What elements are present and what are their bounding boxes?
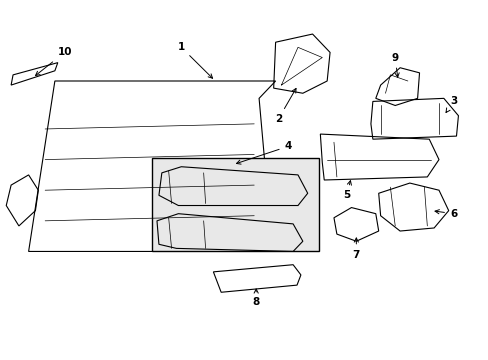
FancyBboxPatch shape <box>152 158 319 251</box>
Text: 10: 10 <box>36 48 72 76</box>
Text: 6: 6 <box>434 209 456 219</box>
Text: 3: 3 <box>445 96 456 113</box>
Text: 4: 4 <box>236 141 291 164</box>
Text: 1: 1 <box>177 42 212 78</box>
Text: 8: 8 <box>252 289 259 307</box>
Text: 5: 5 <box>342 181 351 200</box>
Text: 7: 7 <box>352 238 359 260</box>
Text: 2: 2 <box>274 89 295 124</box>
Text: 9: 9 <box>391 53 398 77</box>
